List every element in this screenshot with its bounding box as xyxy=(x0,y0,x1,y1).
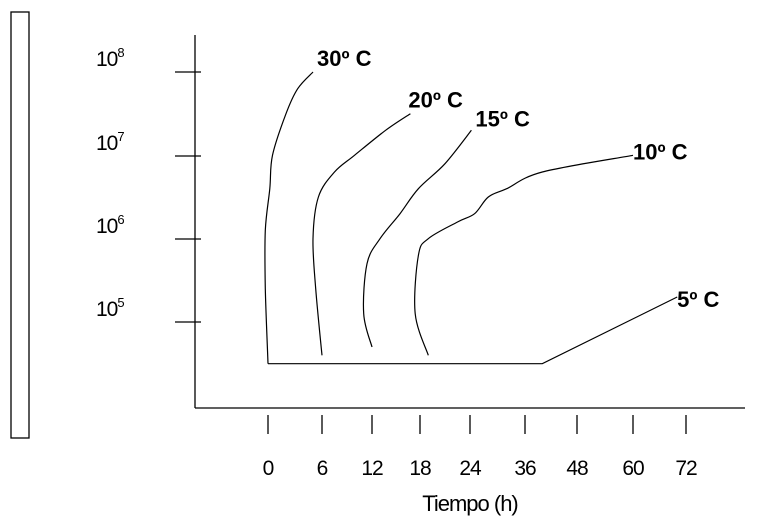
x-tick-label: 60 xyxy=(622,457,644,480)
y-tick-label: 107 xyxy=(96,129,124,155)
curve-15c xyxy=(362,129,472,348)
curve-label: 5º C xyxy=(677,287,719,312)
curve-30c xyxy=(264,71,314,364)
curve-10c xyxy=(414,154,634,356)
curve-labels: 30º C 20º C 15º C 10º C 5º C xyxy=(317,46,720,312)
y-tick-label: 105 xyxy=(96,295,124,321)
x-tick-label: 36 xyxy=(514,457,536,480)
y-tick-label: 106 xyxy=(96,212,124,238)
curve-label: 30º C xyxy=(317,46,372,71)
curve-label: 15º C xyxy=(475,106,530,131)
curves xyxy=(264,71,678,365)
x-axis-title: Tiempo (h) xyxy=(422,491,518,516)
x-tick-label: 48 xyxy=(566,457,588,480)
x-tick-label: 12 xyxy=(361,457,383,480)
x-axis-ticks: 0 6 12 18 24 36 48 60 72 xyxy=(263,415,698,480)
curve-20c xyxy=(312,113,411,356)
curve-label: 10º C xyxy=(633,139,688,164)
curve-label: 20º C xyxy=(408,88,463,113)
axes xyxy=(194,35,745,409)
y-axis-ticks: 108 107 106 105 xyxy=(96,45,201,323)
curve-5c xyxy=(268,296,678,365)
x-tick-label: 18 xyxy=(409,457,431,480)
left-frame-bar xyxy=(10,11,30,439)
x-tick-label: 72 xyxy=(675,457,697,480)
x-tick-label: 6 xyxy=(317,457,328,480)
x-tick-label: 0 xyxy=(263,457,274,480)
y-tick-label: 108 xyxy=(96,45,124,71)
x-tick-label: 24 xyxy=(459,457,482,480)
